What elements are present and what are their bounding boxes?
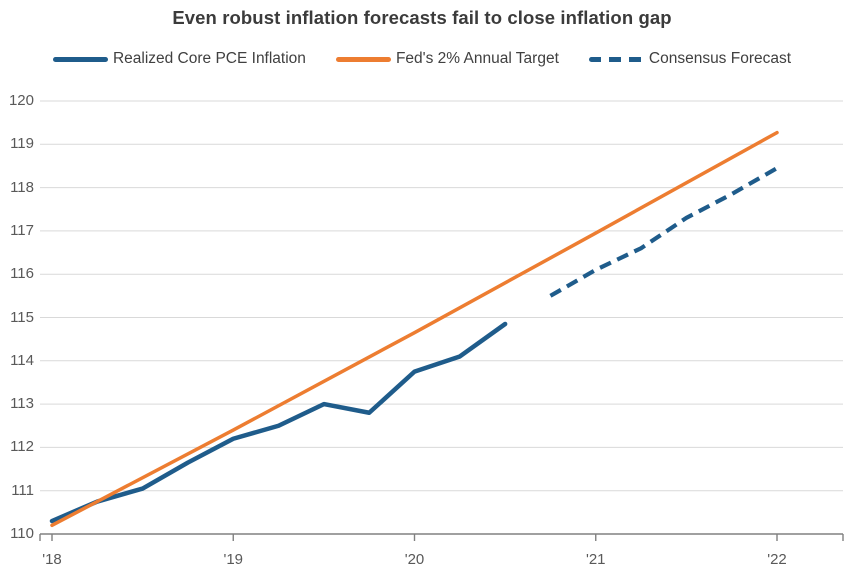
chart-title: Even robust inflation forecasts fail to … (172, 7, 672, 28)
legend: Realized Core PCE Inflation Fed's 2% Ann… (0, 50, 844, 68)
y-axis-tick-label: 110 (10, 525, 34, 542)
legend-label: Consensus Forecast (648, 50, 792, 67)
x-axis-tick-label: '21 (585, 551, 606, 568)
x-axis-tick-label: '20 (404, 551, 425, 568)
x-axis-tick-label: '18 (42, 551, 62, 568)
y-axis-tick-label: 114 (10, 351, 34, 369)
y-axis-tick-label: 115 (10, 308, 34, 326)
legend-solid-blue-line-swatch (52, 56, 108, 62)
y-axis-tick-label: 112 (10, 438, 34, 456)
legend-item-fed-target: Fed's 2% Annual Target (335, 50, 559, 68)
legend-label: Realized Core PCE Inflation (112, 50, 306, 67)
legend-label: Fed's 2% Annual Target (395, 50, 559, 67)
y-axis-tick-label: 120 (8, 92, 34, 109)
y-axis-tick-label: 111 (11, 481, 34, 499)
y-axis-tick-label: 116 (10, 265, 34, 283)
x-axis-tick-label: '22 (767, 551, 787, 568)
x-axis-tick-label: '19 (223, 551, 244, 568)
y-axis-tick-label: 113 (10, 395, 34, 413)
legend-item-consensus-forecast: Consensus Forecast (588, 50, 792, 68)
legend-dashed-blue-line-swatch (588, 56, 644, 62)
y-axis-tick-label: 117 (10, 221, 34, 239)
legend-solid-orange-line-swatch (335, 56, 391, 62)
y-axis-tick-label: 119 (10, 135, 34, 153)
legend-item-realized-core-pce: Realized Core PCE Inflation (52, 50, 306, 68)
y-axis-tick-label: 118 (10, 178, 34, 196)
